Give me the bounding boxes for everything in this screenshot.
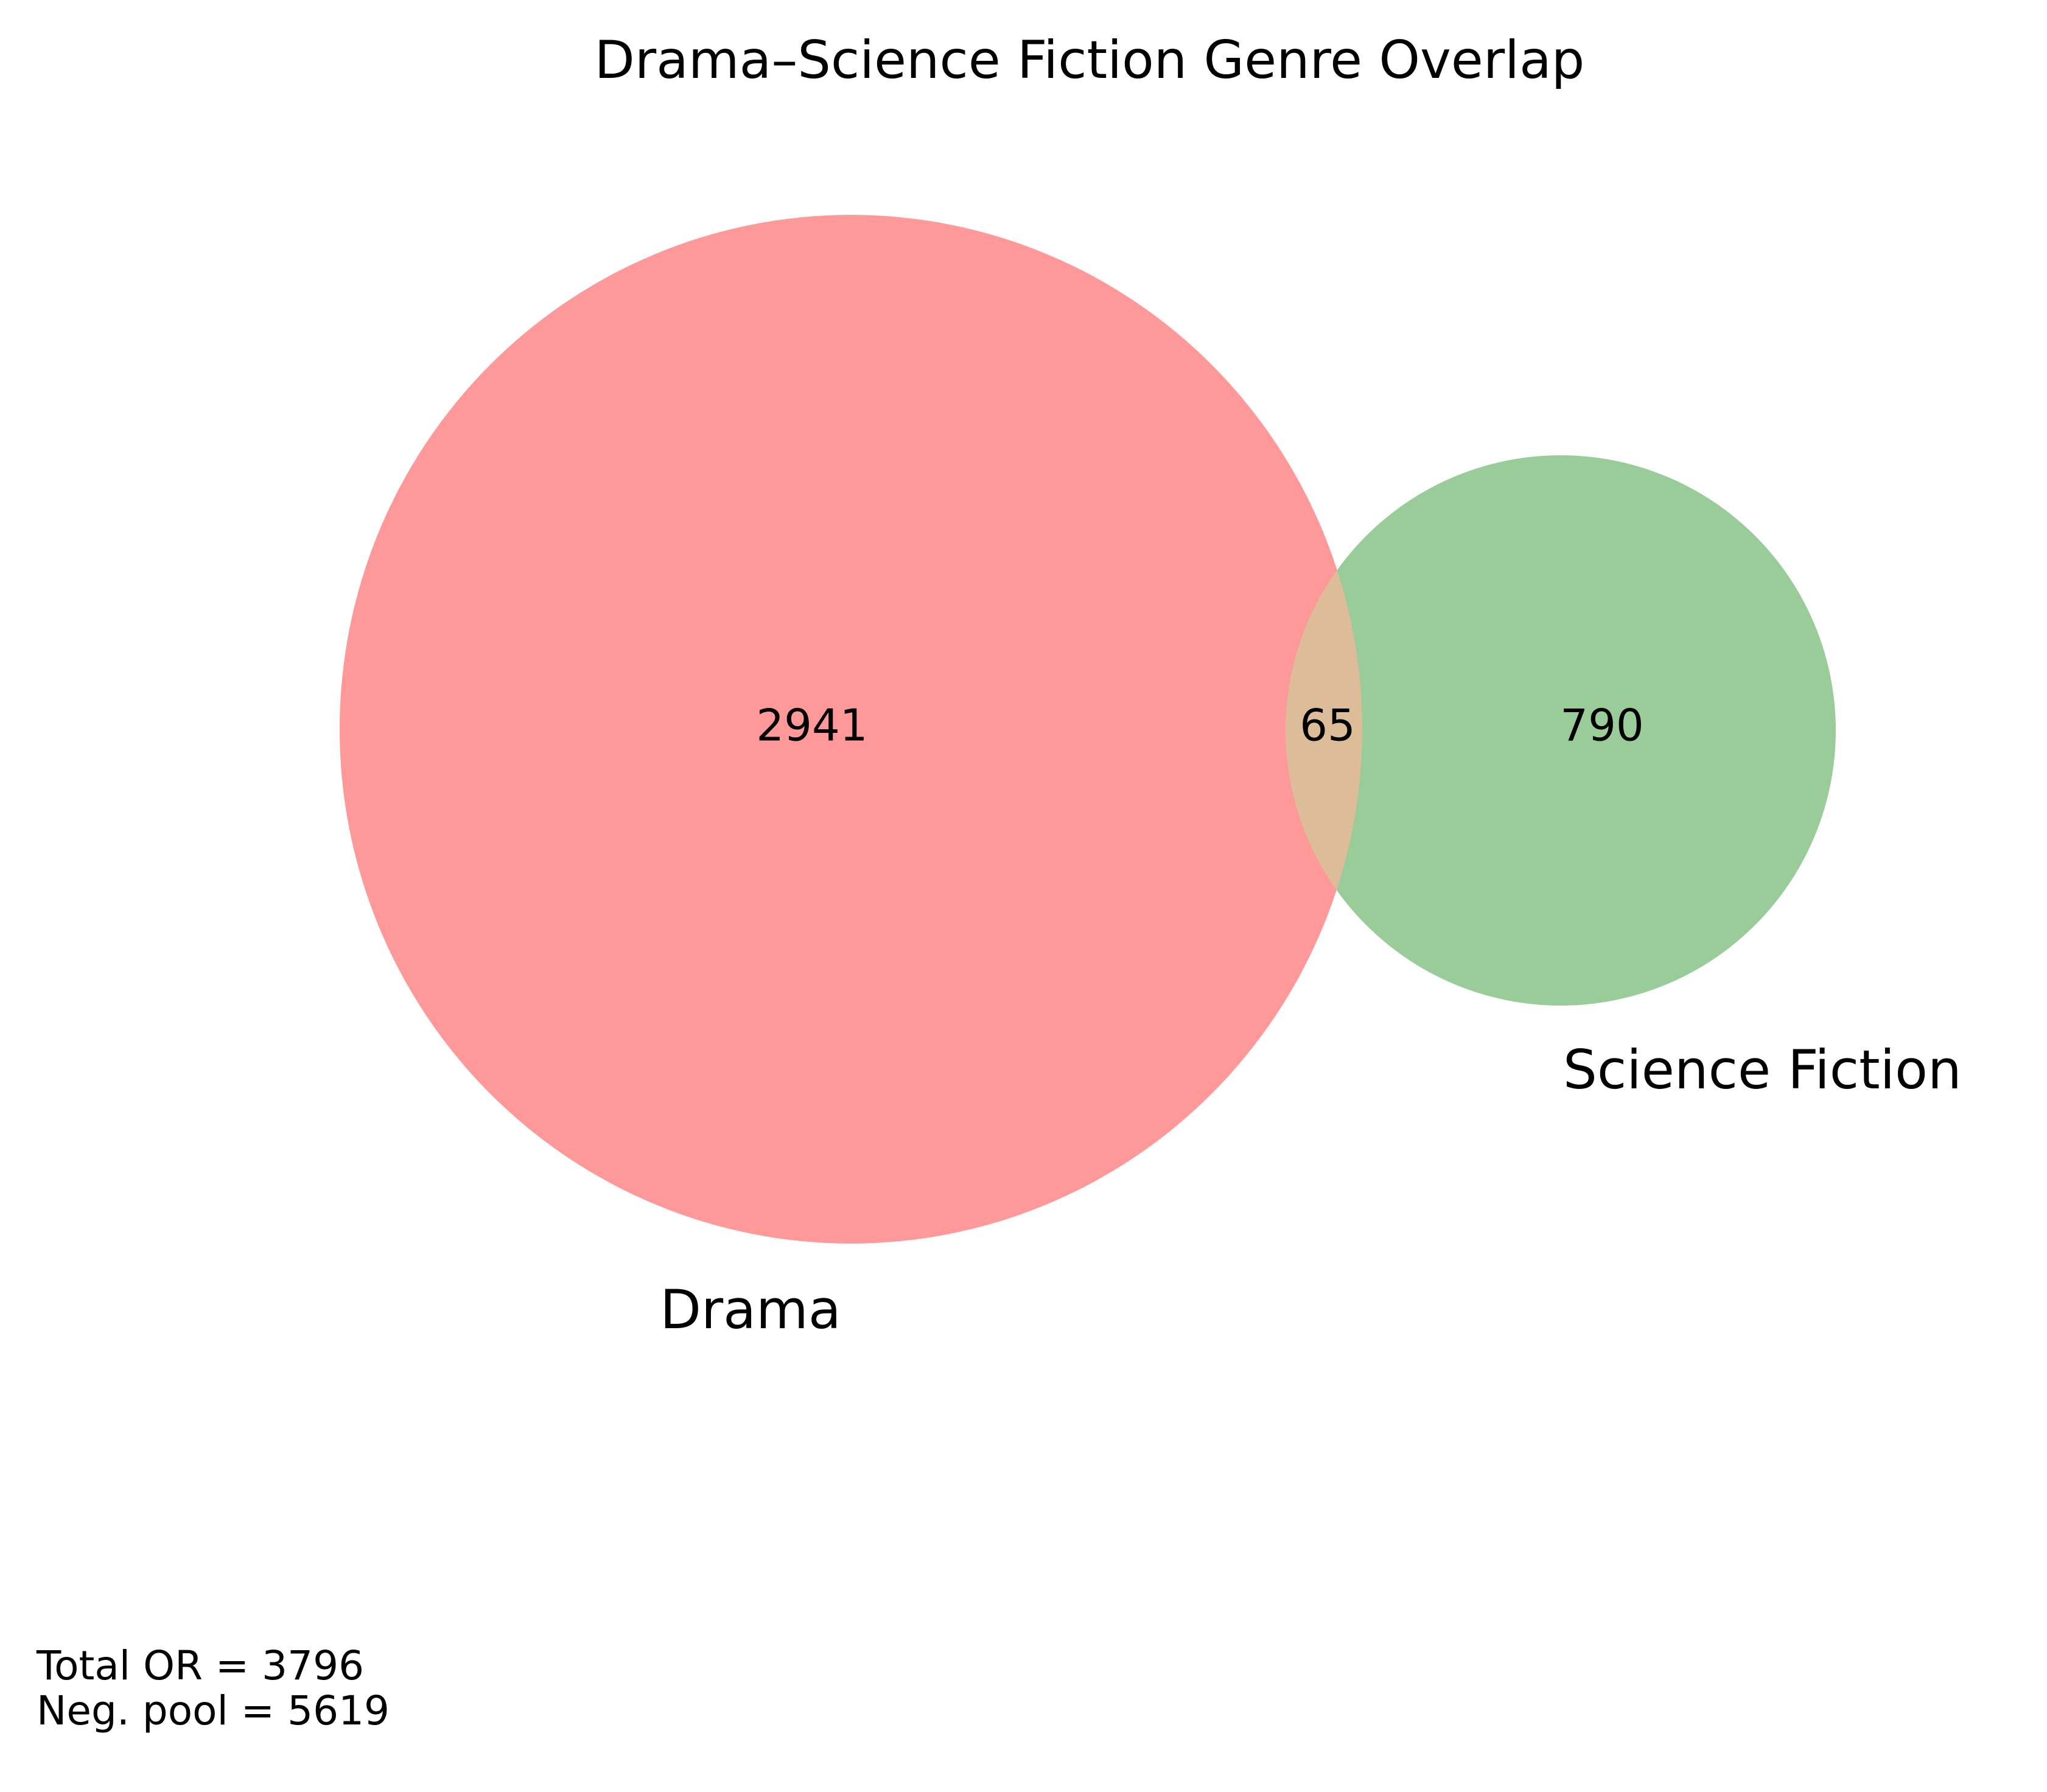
diagram-title: Drama–Science Fiction Genre Overlap xyxy=(595,30,1585,91)
total-or-line: Total OR = 3796 xyxy=(37,1642,365,1689)
drama-only-count: 2941 xyxy=(756,700,867,751)
science-fiction-circle xyxy=(1286,455,1836,1006)
overlap-count: 65 xyxy=(1300,700,1356,751)
drama-circle xyxy=(340,215,1362,1244)
drama-set-label: Drama xyxy=(660,1278,841,1341)
science-fiction-set-label: Science Fiction xyxy=(1563,1038,1962,1101)
science-fiction-only-count: 790 xyxy=(1560,700,1643,751)
stats-footnote: Total OR = 3796 Neg. pool = 5619 xyxy=(37,1643,390,1734)
neg-pool-line: Neg. pool = 5619 xyxy=(37,1687,390,1734)
